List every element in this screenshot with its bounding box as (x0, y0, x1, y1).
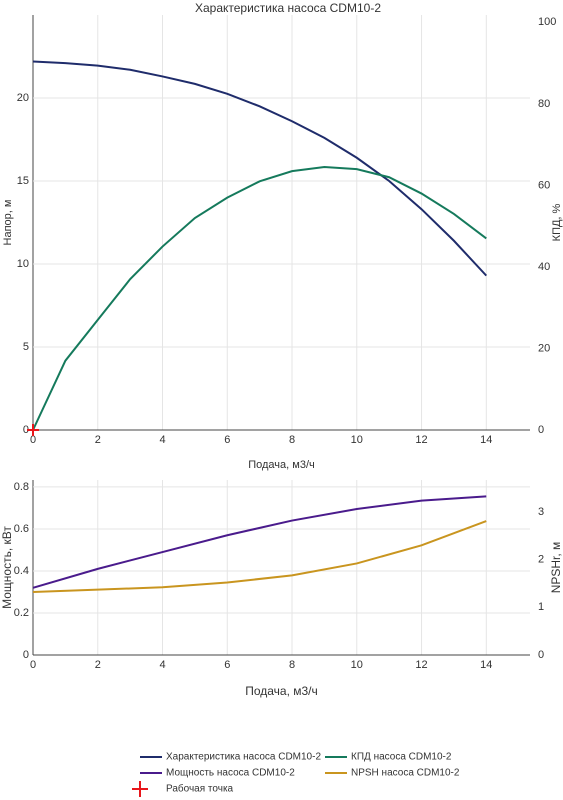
x-tick-label: 12 (415, 434, 427, 446)
x-tick-label: 8 (289, 659, 295, 671)
x-tick-label: 8 (289, 434, 295, 446)
x-tick-label: 6 (224, 434, 230, 446)
y-tick-label: 20 (17, 92, 29, 104)
y-tick-label: 5 (23, 341, 29, 353)
y-tick-label: 15 (17, 175, 29, 187)
y-tick-label: 0.6 (14, 523, 29, 535)
y2-axis-title: КПД, % (551, 203, 563, 241)
y-tick-label: 0.2 (14, 607, 29, 619)
legend-label: Характеристика насоса CDM10-2 (166, 752, 321, 763)
legend-label: Рабочая точка (166, 783, 234, 795)
x-tick-label: 4 (159, 434, 165, 446)
y-tick-label: 0 (23, 649, 29, 661)
line (32, 166, 487, 431)
y-tick-label: 0.4 (14, 565, 29, 577)
y2-tick-label: 40 (538, 261, 550, 273)
x-tick-label: 2 (95, 659, 101, 671)
y2-tick-label: 0 (538, 424, 544, 436)
y2-axis-title: NPSHr, м (549, 542, 563, 594)
x-tick-label: 14 (480, 659, 492, 671)
y-tick-label: 10 (17, 258, 29, 270)
y2-tick-label: 80 (538, 98, 550, 110)
legend-label: КПД насоса CDM10-2 (351, 752, 452, 763)
x-tick-label: 6 (224, 659, 230, 671)
x-tick-label: 0 (30, 434, 36, 446)
y2-tick-label: 100 (538, 16, 556, 28)
y-axis-title: Мощность, кВт (0, 526, 14, 609)
x-tick-label: 10 (351, 434, 363, 446)
x-tick-label: 12 (415, 659, 427, 671)
y2-tick-label: 3 (538, 506, 544, 518)
y2-tick-label: 60 (538, 179, 550, 191)
line (32, 495, 487, 589)
legend-label: NPSH насоса CDM10-2 (351, 768, 460, 779)
x-tick-label: 4 (159, 659, 165, 671)
y2-tick-label: 1 (538, 601, 544, 613)
line (32, 520, 487, 594)
y2-tick-label: 0 (538, 649, 544, 661)
y-tick-label: 0.8 (14, 481, 29, 493)
legend-label: Мощность насоса CDM10-2 (166, 768, 295, 779)
line (32, 60, 488, 277)
y2-tick-label: 2 (538, 554, 544, 566)
x-axis-title: Подача, м3/ч (248, 459, 315, 471)
x-tick-label: 0 (30, 659, 36, 671)
legend-symbol (132, 781, 148, 797)
x-axis-title: Подача, м3/ч (245, 684, 318, 698)
y2-tick-label: 20 (538, 342, 550, 354)
y-axis-title: Напор, м (2, 200, 14, 246)
x-tick-label: 14 (480, 434, 492, 446)
y-tick-label: 0 (23, 424, 29, 436)
chart-title: Характеристика насоса CDM10-2 (195, 1, 381, 15)
x-tick-label: 2 (95, 434, 101, 446)
x-tick-label: 10 (351, 659, 363, 671)
marker (27, 424, 39, 436)
